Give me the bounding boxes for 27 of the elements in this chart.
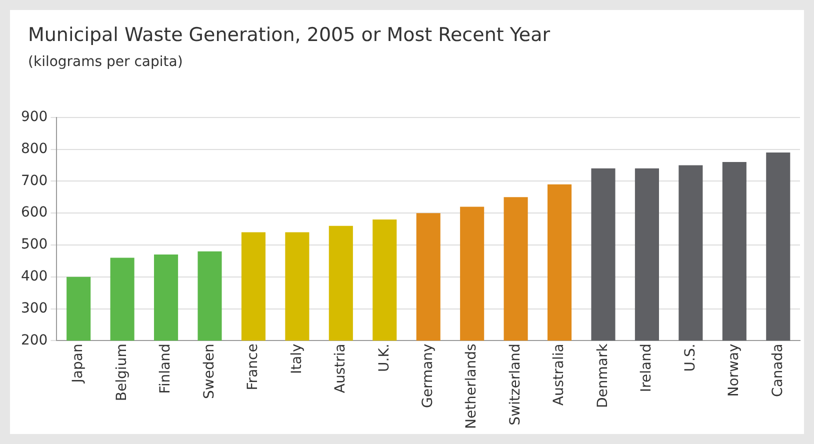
x-tick-label: Ireland xyxy=(638,344,655,392)
chart-title: Municipal Waste Generation, 2005 or Most Recent Year xyxy=(28,24,550,46)
x-tick-label: Finland xyxy=(158,344,174,394)
x-tick-label: Japan xyxy=(70,344,86,384)
x-tick-label: Denmark xyxy=(594,342,611,408)
x-tick-label: Australia xyxy=(551,344,568,406)
x-tick-label: Sweden xyxy=(201,344,218,399)
y-tick-label: 400 xyxy=(20,268,48,285)
y-tick-label: 300 xyxy=(20,300,48,316)
x-tick-label: France xyxy=(245,344,262,390)
y-tick-label: 800 xyxy=(20,140,48,157)
x-tick-label: Norway xyxy=(726,344,742,397)
x-tick-label: Italy xyxy=(288,344,305,374)
x-tick-label: U.S. xyxy=(682,344,698,372)
x-tick-label: Switzerland xyxy=(507,344,524,426)
y-tick-label: 600 xyxy=(20,204,48,221)
x-tick-label: Germany xyxy=(420,344,436,408)
x-tick-label: U.K. xyxy=(376,344,392,372)
y-tick-label: 200 xyxy=(20,332,48,348)
y-tick-label: 500 xyxy=(20,236,48,253)
x-tick-label: Netherlands xyxy=(464,344,480,430)
x-tick-label: Canada xyxy=(770,344,786,397)
y-tick-label: 700 xyxy=(20,172,48,189)
x-tick-label: Austria xyxy=(332,344,349,394)
x-tick-label: Belgium xyxy=(114,344,130,402)
y-tick-label: 900 xyxy=(20,109,48,126)
chart-subtitle: (kilograms per capita) xyxy=(28,54,183,70)
